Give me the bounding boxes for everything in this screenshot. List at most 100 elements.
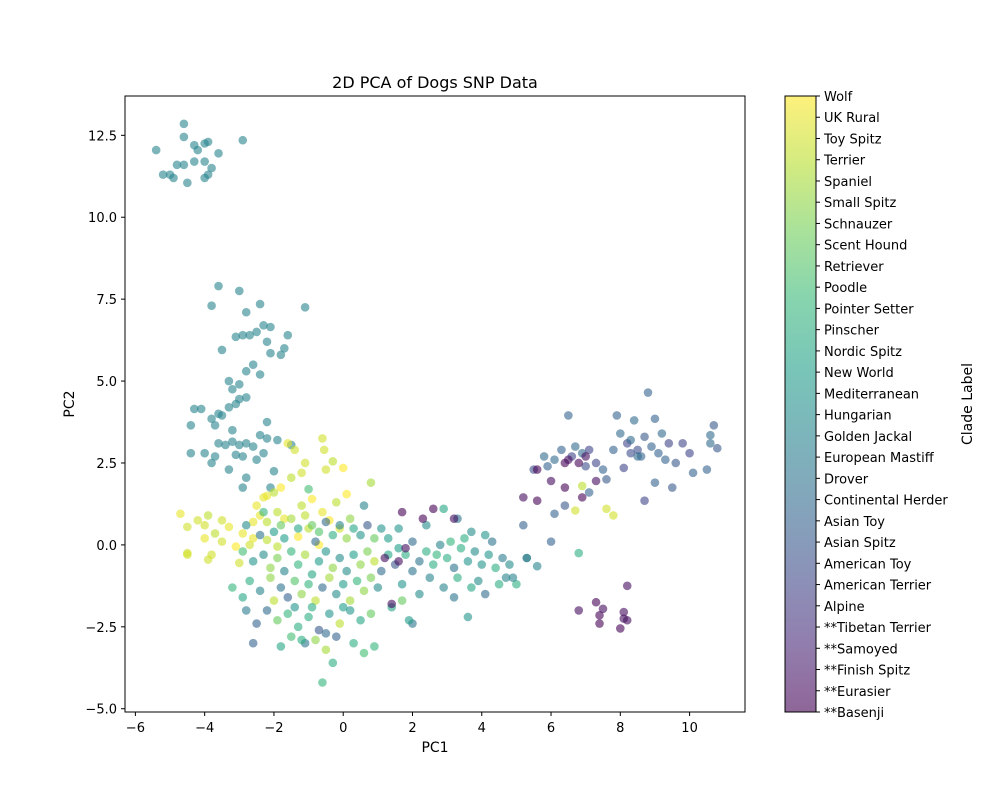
data-point — [235, 286, 244, 296]
data-point — [338, 463, 348, 473]
data-point — [706, 430, 715, 440]
data-point — [688, 468, 698, 478]
colorbar-label: Small Spitz — [824, 196, 896, 211]
data-point — [432, 550, 442, 560]
data-point — [235, 380, 244, 389]
data-point — [328, 457, 338, 466]
data-point — [245, 576, 254, 586]
data-point — [650, 478, 660, 487]
data-point — [342, 566, 351, 576]
colorbar-label: American Toy — [824, 557, 912, 572]
data-point — [196, 404, 206, 414]
data-point — [377, 524, 386, 533]
data-point — [189, 404, 199, 414]
y-axis-title: PC2 — [62, 390, 78, 417]
data-point — [633, 452, 642, 461]
data-point — [266, 573, 275, 582]
data-point — [595, 619, 604, 628]
data-point — [273, 435, 282, 445]
data-point — [491, 563, 500, 573]
data-point — [338, 602, 348, 612]
data-point — [214, 281, 223, 291]
data-point — [259, 448, 268, 458]
data-point — [276, 642, 286, 651]
data-point — [397, 507, 407, 517]
data-point — [321, 465, 331, 474]
data-point — [394, 543, 403, 553]
data-point — [401, 543, 410, 553]
data-point — [318, 507, 327, 517]
data-point — [186, 448, 196, 458]
data-point — [439, 504, 448, 514]
data-point — [664, 439, 674, 448]
data-point — [235, 558, 244, 568]
data-point — [626, 448, 635, 458]
data-point — [331, 632, 341, 641]
data-point — [712, 443, 722, 453]
data-point — [470, 547, 480, 556]
data-point — [269, 527, 279, 537]
data-point — [241, 307, 251, 317]
data-point — [484, 550, 493, 560]
data-point — [325, 573, 334, 582]
data-point — [352, 576, 362, 586]
data-point — [706, 439, 715, 448]
y-tick-label: 0.0 — [96, 539, 117, 554]
y-tick-label: 12.5 — [88, 129, 117, 144]
data-point — [616, 624, 625, 633]
data-point — [335, 619, 345, 628]
data-point — [217, 411, 227, 420]
y-tick-label: 5.0 — [96, 375, 117, 390]
data-point — [574, 606, 584, 615]
data-point — [255, 530, 265, 540]
data-point — [228, 384, 237, 394]
data-point — [449, 593, 459, 602]
data-point — [373, 583, 383, 592]
data-point — [446, 537, 455, 546]
data-point — [300, 458, 310, 468]
data-point — [584, 488, 594, 497]
data-point — [235, 440, 244, 450]
data-point — [300, 303, 310, 312]
data-point — [359, 648, 369, 658]
data-point — [460, 534, 469, 543]
data-point — [661, 455, 670, 465]
data-point — [241, 473, 251, 483]
data-point — [581, 452, 590, 461]
colorbar-label: Terrier — [823, 154, 866, 169]
data-point — [193, 516, 203, 525]
data-point — [231, 332, 241, 342]
data-point — [321, 547, 331, 556]
data-point — [255, 430, 265, 440]
data-point — [266, 348, 275, 358]
colorbar-label: Nordic Spitz — [824, 345, 902, 360]
data-point — [172, 160, 182, 170]
data-point — [262, 337, 272, 347]
data-point — [266, 563, 275, 573]
data-point — [345, 514, 355, 523]
data-point — [584, 445, 594, 455]
data-point — [560, 501, 570, 510]
data-point — [570, 506, 580, 515]
data-point — [574, 548, 584, 558]
data-point — [519, 520, 528, 530]
data-point — [546, 476, 556, 486]
data-point — [179, 132, 189, 142]
data-point — [498, 553, 507, 563]
colorbar-label: **Tibetan Terrier — [824, 621, 932, 636]
data-point — [328, 563, 338, 573]
data-point — [238, 135, 248, 145]
data-point — [325, 609, 334, 619]
data-point — [193, 145, 203, 155]
data-point — [314, 625, 324, 635]
data-point — [304, 579, 313, 589]
data-point — [186, 420, 196, 430]
data-point — [356, 560, 365, 569]
data-point — [283, 439, 293, 448]
data-point — [629, 416, 639, 425]
data-point — [581, 461, 590, 471]
data-point — [477, 560, 487, 569]
data-point — [345, 596, 355, 605]
data-point — [401, 550, 410, 560]
data-point — [169, 173, 178, 183]
